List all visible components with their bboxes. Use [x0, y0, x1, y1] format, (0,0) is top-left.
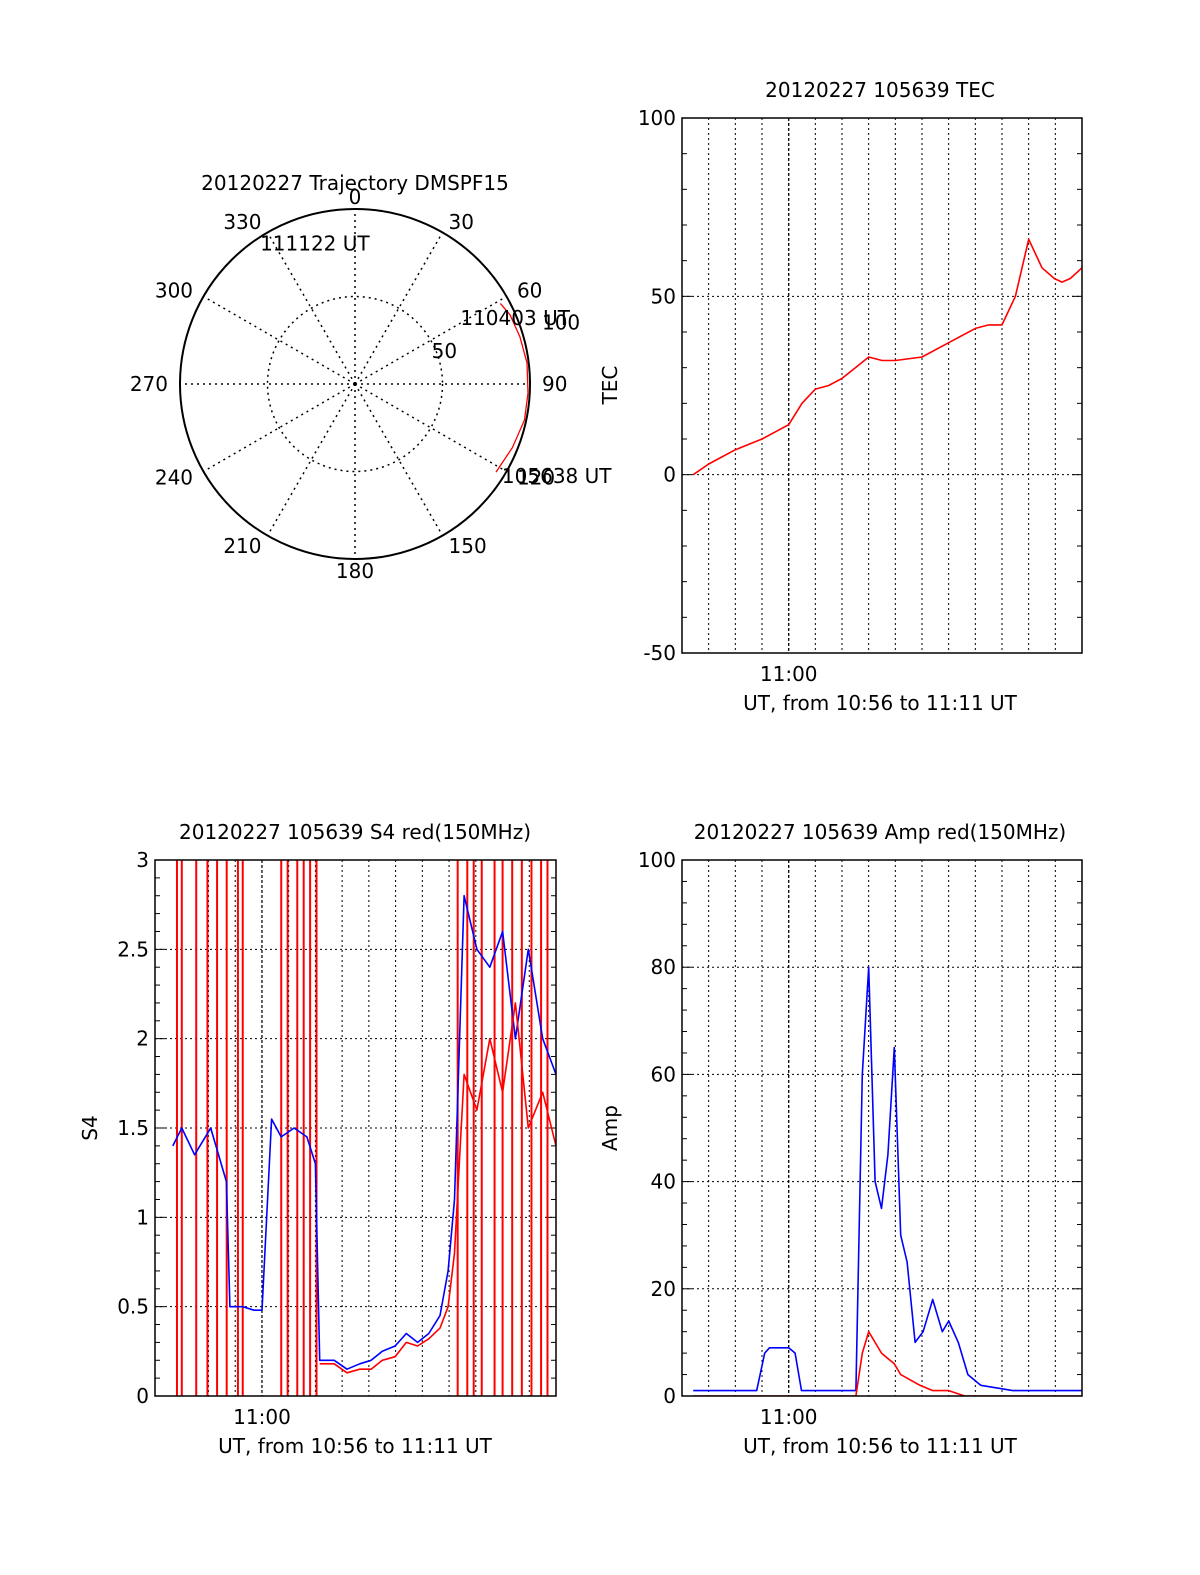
polar-spoke [266, 383, 356, 536]
series-line-blue [693, 966, 1082, 1392]
polar-angle-label: 150 [449, 534, 487, 558]
polar-angle-labels: 0 30 60 90 120 150 180 210 240 270 300 330 [130, 185, 568, 583]
polar-radial-label: 100 [542, 310, 580, 334]
polar-title: 20120227 Trajectory DMSPF15 [201, 171, 509, 195]
y-tick-label: 0 [663, 1384, 676, 1408]
polar-spoke [203, 383, 356, 473]
x-tick-label: 11:00 [760, 662, 818, 686]
y-tick-label: 50 [651, 284, 676, 308]
polar-angle-label: 30 [449, 210, 474, 234]
polar-angle-label: 0 [349, 185, 362, 209]
series-line-red [319, 1002, 556, 1374]
polar-trajectory-chart: 20120227 Trajectory DMSPF15 0 30 60 90 120 15… [130, 171, 612, 583]
amp-chart: 20120227 105639 Amp red(150MHz) UT, from… [598, 820, 1083, 1458]
polar-radial-label: 50 [432, 339, 457, 363]
y-tick-label: 0 [663, 463, 676, 487]
polar-angle-label: 60 [517, 279, 542, 303]
polar-spoke [354, 383, 444, 536]
polar-spoke [354, 383, 507, 473]
y-tick-label: 100 [638, 106, 676, 130]
x-tick-label: 11:00 [760, 1405, 818, 1429]
plot-frame [681, 859, 1083, 1397]
polar-angle-label: 240 [155, 466, 193, 490]
plot-frame [681, 117, 1083, 654]
tec-chart: 20120227 105639 TEC UT, from 10:56 to 11… [598, 78, 1083, 715]
y-tick-label: 40 [651, 1170, 676, 1194]
polar-angle-label: 330 [223, 210, 261, 234]
series-line-blue [172, 894, 556, 1370]
trajectory-time-label: 111122 UT [260, 231, 370, 255]
series-group [172, 860, 556, 1396]
trajectory-time-label: 110403 UT [460, 306, 570, 330]
s4-xlabel: UT, from 10:56 to 11:11 UT [218, 1434, 493, 1458]
polar-angle-label: 300 [155, 279, 193, 303]
y-tick-label: 20 [651, 1277, 676, 1301]
y-tick-label: 0.5 [117, 1295, 149, 1319]
s4-ylabel: S4 [78, 1115, 102, 1140]
trajectory-line [495, 302, 529, 473]
polar-radial-labels: 50 100 [432, 310, 581, 363]
polar-spoke [354, 295, 507, 385]
tec-title: 20120227 105639 TEC [765, 78, 995, 102]
y-tick-label: -50 [643, 641, 676, 665]
y-tick-label: 80 [651, 955, 676, 979]
amp-title: 20120227 105639 Amp red(150MHz) [694, 820, 1066, 844]
s4-title: 20120227 105639 S4 red(150MHz) [179, 820, 531, 844]
y-tick-label: 60 [651, 1062, 676, 1086]
polar-angle-label: 180 [336, 559, 374, 583]
polar-angle-label: 90 [542, 372, 567, 396]
y-tick-label: 1.5 [117, 1116, 149, 1140]
series-line-red [692, 238, 1082, 476]
y-tick-label: 2.5 [117, 937, 149, 961]
series-line-red [693, 1330, 1082, 1396]
polar-angle-label: 120 [517, 466, 555, 490]
trajectory-time-label: 105638 UT [502, 464, 612, 488]
polar-spoke [203, 295, 356, 385]
grid [681, 117, 1083, 654]
polar-series [495, 302, 529, 473]
polar-inner-circle [266, 295, 444, 473]
polar-spoke [266, 232, 356, 385]
y-tick-label: 1 [136, 1205, 149, 1229]
polar-angle-label: 210 [223, 534, 261, 558]
polar-grid [179, 208, 531, 560]
tec-xlabel: UT, from 10:56 to 11:11 UT [743, 691, 1018, 715]
polar-spoke [354, 232, 444, 385]
grid [154, 859, 557, 1397]
polar-annotations: 111122 UT 110403 UT 105638 UT [260, 231, 612, 488]
amp-xlabel: UT, from 10:56 to 11:11 UT [743, 1434, 1018, 1458]
amp-ylabel: Amp [598, 1105, 622, 1151]
y-tick-label: 100 [638, 848, 676, 872]
y-tick-label: 0 [136, 1384, 149, 1408]
polar-angle-label: 270 [130, 372, 168, 396]
y-tick-label: 2 [136, 1027, 149, 1051]
series-group [693, 966, 1082, 1396]
grid [681, 859, 1083, 1397]
x-tick-label: 11:00 [233, 1405, 291, 1429]
series-group [692, 238, 1082, 476]
y-tick-label: 3 [136, 848, 149, 872]
plot-frame [154, 859, 557, 1397]
tec-ylabel: TEC [598, 366, 622, 406]
s4-chart: 20120227 105639 S4 red(150MHz) UT, from … [78, 820, 557, 1458]
